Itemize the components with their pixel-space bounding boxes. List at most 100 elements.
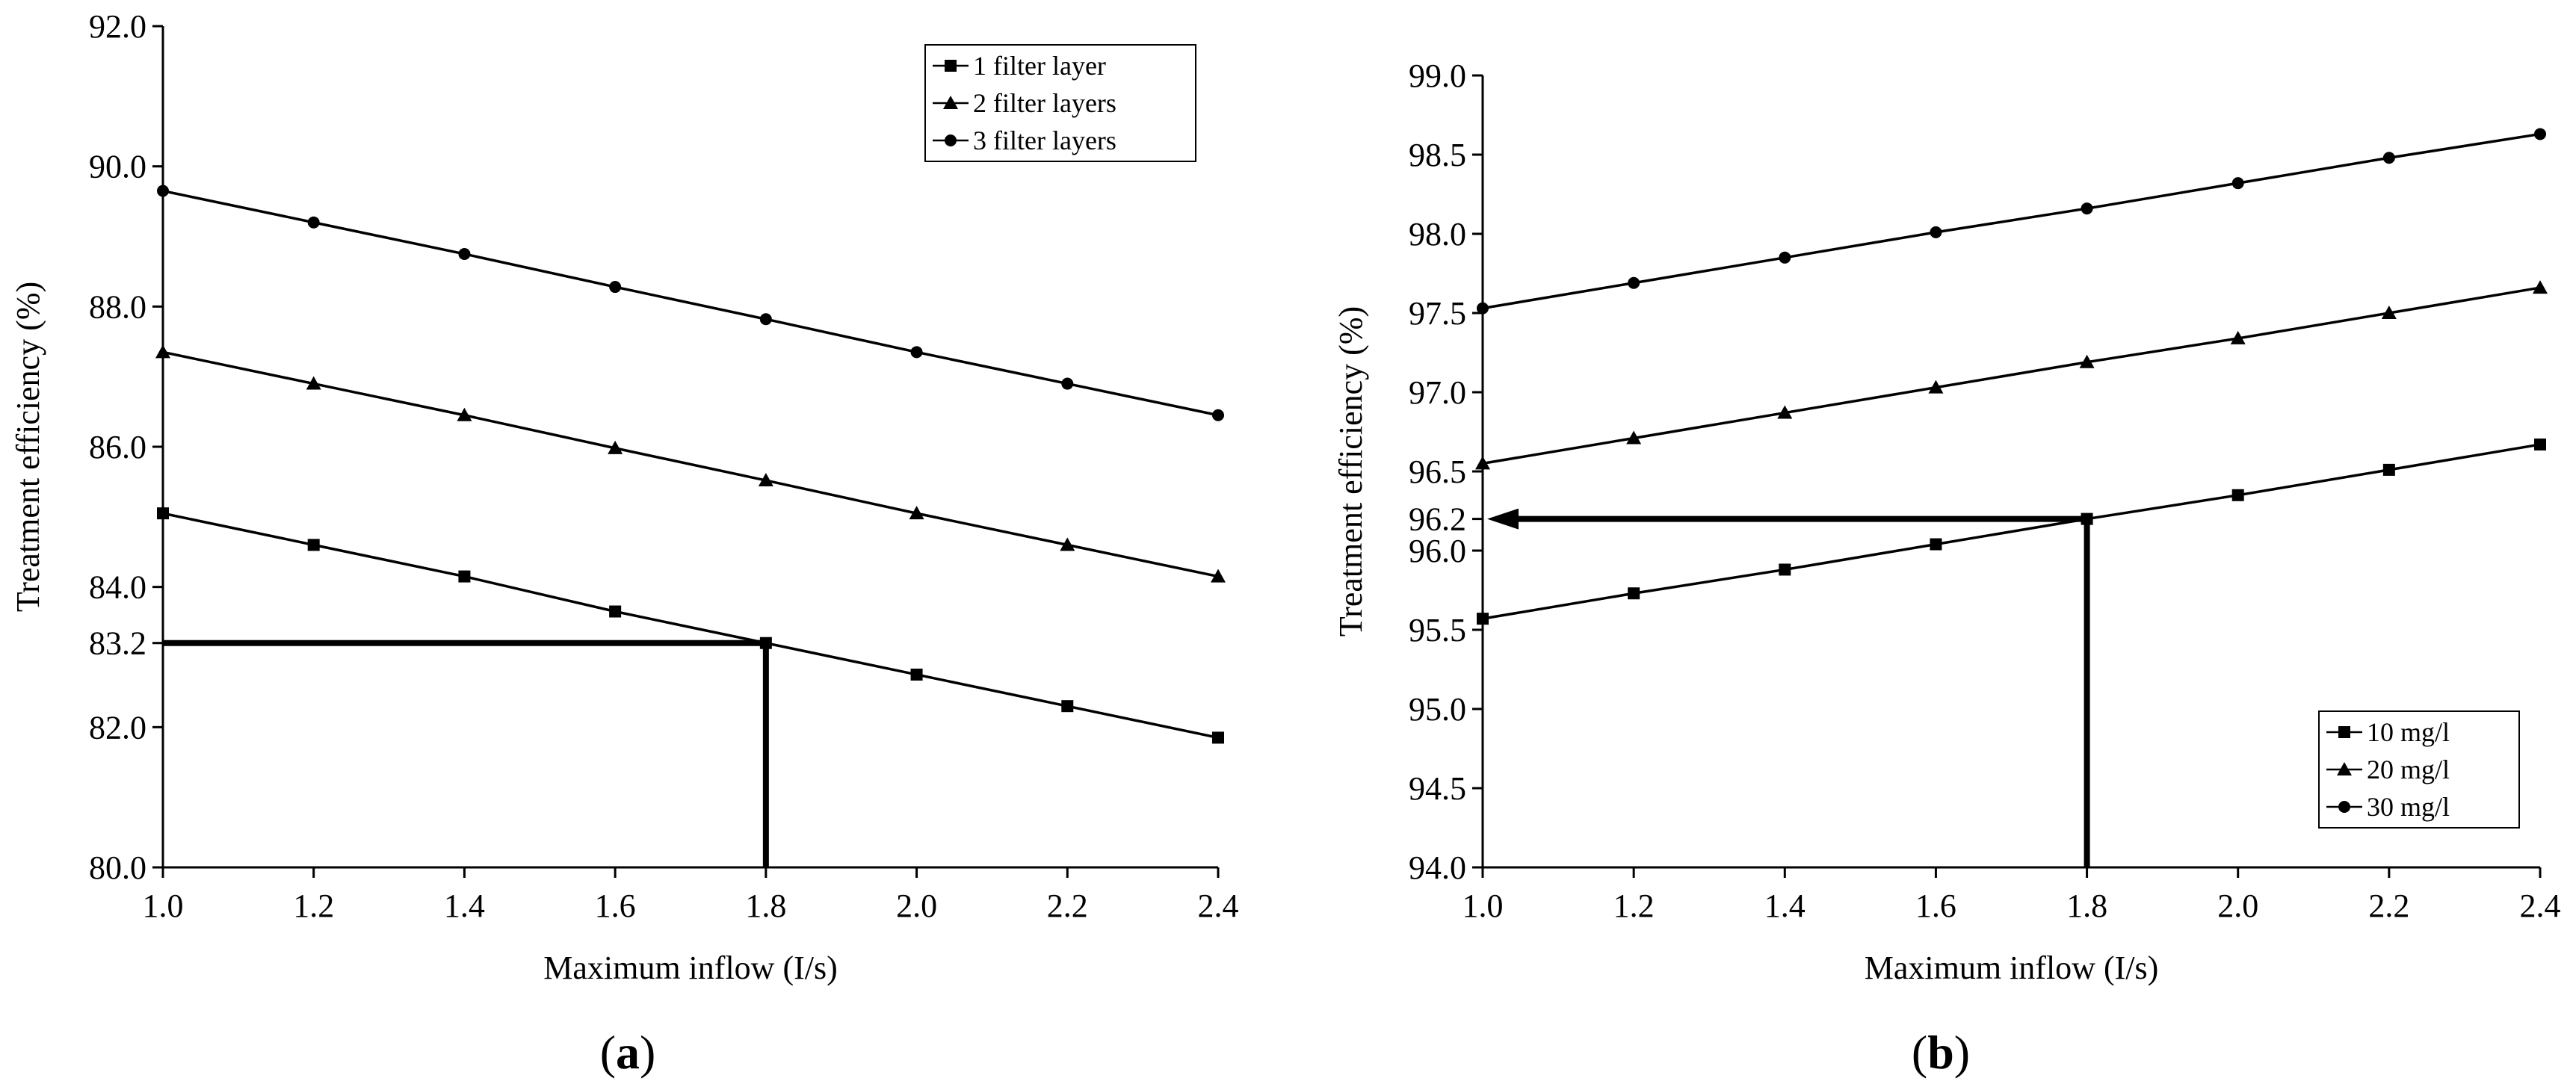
data-point xyxy=(458,570,471,583)
x-tick-label: 1.4 xyxy=(444,888,485,924)
y-axis-title: Treatment efficiency (%) xyxy=(10,282,46,612)
panel-a-chart: 80.0 82.0 83.2 84.0 86.0 88.0 90.0 92.0 1.0 1.2 1.… xyxy=(10,8,1239,1079)
x-tick-label: 1.6 xyxy=(1915,888,1956,924)
x-axis-title: Maximum inflow (I/s) xyxy=(1865,950,2159,986)
legend-label: 20 mg/l xyxy=(2367,755,2450,784)
data-point xyxy=(1475,456,1490,470)
x-tick-label: 1.8 xyxy=(2066,888,2107,924)
data-point xyxy=(1060,537,1075,551)
data-point xyxy=(1928,380,1944,394)
x-tick-label: 2.2 xyxy=(1047,888,1088,924)
y-tick-label: 97.0 xyxy=(1409,374,1466,411)
data-point xyxy=(2534,438,2546,450)
data-point xyxy=(2079,354,2095,368)
legend-item: 20 mg/l xyxy=(2326,755,2450,784)
legend-label: 2 filter layers xyxy=(973,88,1116,118)
x-tick-label: 2.4 xyxy=(2520,888,2561,924)
data-point xyxy=(307,216,320,229)
data-point xyxy=(1930,538,1942,551)
data-point xyxy=(909,506,924,520)
data-point xyxy=(1779,251,1791,264)
data-point xyxy=(1779,563,1791,576)
data-point xyxy=(1212,731,1224,744)
y-tick-label: 96.0 xyxy=(1409,533,1466,569)
y-tick-label: 88.0 xyxy=(89,288,146,325)
legend-label: 1 filter layer xyxy=(973,51,1106,81)
data-point xyxy=(307,539,320,551)
y-tick-label: 92.0 xyxy=(89,8,146,45)
data-point xyxy=(759,313,772,326)
legend-marker xyxy=(945,134,957,146)
series-line xyxy=(1482,132,2541,310)
data-point xyxy=(2231,177,2244,190)
y-tick-label: 86.0 xyxy=(89,429,146,465)
data-point xyxy=(1211,569,1226,583)
legend-label: 3 filter layers xyxy=(973,126,1116,155)
data-point xyxy=(1930,226,1942,238)
data-point xyxy=(2534,128,2546,140)
x-axis-title: Maximum inflow (I/s) xyxy=(543,950,838,986)
data-point xyxy=(2230,330,2246,344)
data-point xyxy=(910,346,923,359)
legend: 10 mg/l 20 mg/l 30 mg/l xyxy=(2318,710,2520,829)
series-line xyxy=(162,350,1219,578)
panel-label: (a) xyxy=(600,1026,656,1079)
legend-label: 10 mg/l xyxy=(2367,717,2450,747)
series-3 xyxy=(157,185,1224,421)
data-point xyxy=(457,407,472,421)
data-point xyxy=(2231,489,2244,501)
data-point xyxy=(609,281,622,294)
y-tick-label: 98.0 xyxy=(1409,216,1466,253)
y-tick-label: 97.5 xyxy=(1409,295,1466,332)
data-point xyxy=(2381,306,2397,319)
series-line xyxy=(162,512,1219,740)
data-point xyxy=(2382,463,2395,476)
y-tick-label: 80.0 xyxy=(89,849,146,886)
data-point xyxy=(458,247,471,260)
y-tick-label: 99.0 xyxy=(1409,58,1466,94)
series-line xyxy=(1482,443,2541,620)
data-point xyxy=(306,376,321,390)
series-1 xyxy=(157,507,1224,744)
legend-item: 3 filter layers xyxy=(933,126,1116,155)
data-point xyxy=(758,473,773,487)
legend-item: 1 filter layer xyxy=(933,51,1106,81)
legend-box xyxy=(924,44,1196,162)
data-point xyxy=(1061,377,1074,390)
y-tick-label: 94.0 xyxy=(1409,849,1466,886)
x-tick-label: 1.2 xyxy=(293,888,334,924)
legend: 1 filter layer 2 filter layers 3 filter la… xyxy=(924,44,1196,162)
series-line xyxy=(1482,286,2541,465)
series-2 xyxy=(1475,280,2548,470)
y-tick-label: 83.2 xyxy=(89,625,146,662)
y-tick-label: 95.5 xyxy=(1409,612,1466,648)
y-axis-title: Treatment efficiency (%) xyxy=(1332,306,1369,637)
series-line xyxy=(162,189,1219,417)
data-point xyxy=(157,507,169,520)
legend-marker xyxy=(2337,762,2352,775)
data-point xyxy=(1626,430,1642,445)
legend-item: 30 mg/l xyxy=(2326,792,2450,822)
y-tick-label: 90.0 xyxy=(89,149,146,185)
data-point xyxy=(155,344,170,359)
panel-label: (b) xyxy=(1912,1026,1970,1079)
legend-label: 30 mg/l xyxy=(2367,792,2450,822)
y-tick-label: 95.0 xyxy=(1409,691,1466,728)
data-point xyxy=(1628,276,1640,289)
series-1 xyxy=(1477,438,2546,625)
legend-marker xyxy=(945,60,957,72)
data-point xyxy=(157,185,169,197)
legend-item: 10 mg/l xyxy=(2326,717,2450,747)
data-point xyxy=(2081,513,2093,525)
panel-b-chart: 94.0 94.5 95.0 95.5 96.096.2 96.5 97.0 97.5 98.0… xyxy=(1332,58,2561,1079)
legend-marker xyxy=(2338,801,2350,813)
x-tick-label: 1.0 xyxy=(143,888,184,924)
y-tick-label: 94.5 xyxy=(1409,770,1466,807)
legend-item: 2 filter layers xyxy=(933,88,1116,118)
x-tick-label: 1.0 xyxy=(1462,888,1504,924)
data-point xyxy=(1212,409,1224,421)
y-tick-label: 96.5 xyxy=(1409,453,1466,490)
data-point xyxy=(910,668,923,681)
y-tick-label: 84.0 xyxy=(89,569,146,606)
